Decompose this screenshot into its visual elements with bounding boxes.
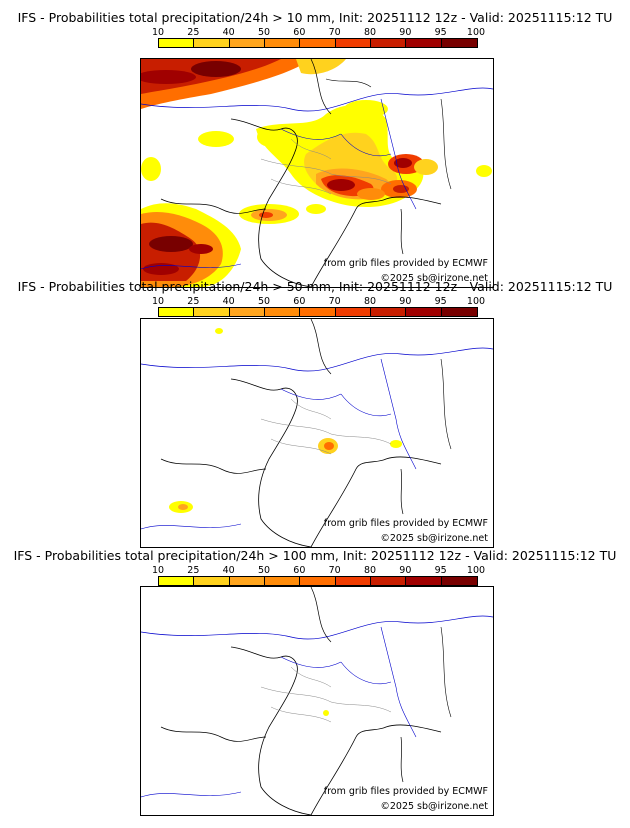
colorbar-tick-label: 60 bbox=[293, 296, 306, 307]
colorbar-swatch bbox=[300, 39, 336, 47]
colorbar-swatch bbox=[406, 577, 442, 585]
colorbar-swatch bbox=[264, 577, 301, 585]
panel-title: IFS - Probabilities total precipitation/… bbox=[13, 548, 617, 563]
colorbar-swatch bbox=[441, 577, 477, 585]
colorbar-tick-label: 10 bbox=[151, 27, 165, 38]
colorbar-tick-label: 80 bbox=[363, 565, 377, 576]
colorbar-swatch bbox=[370, 39, 407, 47]
colorbar-swatch bbox=[229, 308, 265, 316]
colorbar-tick-label: 70 bbox=[328, 27, 341, 38]
colorbar-tick-label: 50 bbox=[257, 565, 271, 576]
colorbar-tick-label: 95 bbox=[434, 296, 447, 307]
panel-title: IFS - Probabilities total precipitation/… bbox=[17, 10, 613, 25]
credit-source: from grib files provided by ECMWF bbox=[323, 258, 488, 269]
colorbar-tick-label: 40 bbox=[222, 296, 235, 307]
colorbar-tick-label: 25 bbox=[187, 296, 200, 307]
panel-100mm: IFS - Probabilities total precipitation/… bbox=[0, 548, 630, 820]
colorbar-tick-label: 10 bbox=[151, 296, 165, 307]
map-svg bbox=[141, 319, 493, 547]
colorbar-tick-label: 100 bbox=[466, 296, 486, 307]
precip-field bbox=[323, 710, 329, 716]
colorbar-tick-label: 100 bbox=[466, 565, 486, 576]
panel-10mm: IFS - Probabilities total precipitation/… bbox=[0, 10, 630, 288]
colorbar-swatch bbox=[370, 577, 407, 585]
credit-source: from grib files provided by ECMWF bbox=[323, 518, 488, 529]
colorbar-swatch bbox=[229, 39, 265, 47]
colorbar-swatch bbox=[229, 577, 265, 585]
colorbar-swatch bbox=[194, 39, 230, 47]
map-svg bbox=[141, 587, 493, 815]
colorbar-tick-label: 25 bbox=[187, 27, 200, 38]
colorbar-tick-label: 90 bbox=[399, 27, 412, 38]
map-50mm: from grib files provided by ECMWF ©2025 … bbox=[140, 318, 494, 548]
colorbar-swatch bbox=[406, 39, 442, 47]
precip-field bbox=[141, 59, 492, 287]
colorbar-swatch bbox=[370, 308, 407, 316]
colorbar-swatch bbox=[406, 308, 442, 316]
colorbar-tick-label: 100 bbox=[466, 27, 486, 38]
map-lines bbox=[141, 587, 493, 815]
colorbar: 10 25 40 50 60 70 80 90 95 100 bbox=[152, 565, 485, 590]
colorbar-tick-label: 70 bbox=[328, 296, 341, 307]
panel-title: IFS - Probabilities total precipitation/… bbox=[17, 279, 613, 294]
map-10mm: from grib files provided by ECMWF ©2025 … bbox=[140, 58, 494, 288]
colorbar-swatch bbox=[264, 308, 301, 316]
colorbar-swatch bbox=[335, 577, 371, 585]
colorbar-swatch bbox=[264, 39, 301, 47]
map-svg bbox=[141, 59, 493, 287]
colorbar-tick-label: 80 bbox=[363, 27, 377, 38]
colorbar-tick-label: 60 bbox=[293, 565, 306, 576]
colorbar-swatch bbox=[194, 577, 230, 585]
colorbar-swatch bbox=[300, 308, 336, 316]
map-lines bbox=[141, 59, 493, 287]
colorbar-swatch bbox=[194, 308, 230, 316]
map-lines bbox=[141, 319, 493, 547]
colorbar-swatch bbox=[159, 577, 195, 585]
colorbar-tick-label: 50 bbox=[257, 27, 271, 38]
colorbar: 10 25 40 50 60 70 80 90 95 100 bbox=[152, 296, 485, 321]
colorbar-swatch bbox=[300, 577, 336, 585]
colorbar-tick-label: 95 bbox=[434, 565, 447, 576]
colorbar-swatch bbox=[335, 308, 371, 316]
colorbar-tick-label: 10 bbox=[151, 565, 165, 576]
colorbar-boxes bbox=[158, 38, 478, 48]
colorbar-tick-label: 50 bbox=[257, 296, 271, 307]
colorbar-tick-label: 60 bbox=[293, 27, 306, 38]
colorbar-tick-label: 70 bbox=[328, 565, 341, 576]
credit-copyright: ©2025 sb@irizone.net bbox=[380, 801, 488, 812]
colorbar-tick-label: 80 bbox=[363, 296, 377, 307]
credit-copyright: ©2025 sb@irizone.net bbox=[380, 533, 488, 544]
map-100mm: from grib files provided by ECMWF ©2025 … bbox=[140, 586, 494, 816]
colorbar-tick-label: 95 bbox=[434, 27, 447, 38]
colorbar-swatch bbox=[335, 39, 371, 47]
colorbar-swatch bbox=[441, 308, 477, 316]
colorbar-tick-label: 90 bbox=[399, 565, 412, 576]
colorbar-swatch bbox=[159, 308, 195, 316]
colorbar-tick-label: 40 bbox=[222, 565, 235, 576]
colorbar-tick-label: 90 bbox=[399, 296, 412, 307]
colorbar-tick-label: 40 bbox=[222, 27, 235, 38]
colorbar-tick-label: 25 bbox=[187, 565, 200, 576]
colorbar: 10 25 40 50 60 70 80 90 95 100 bbox=[152, 27, 485, 52]
panel-50mm: IFS - Probabilities total precipitation/… bbox=[0, 279, 630, 551]
colorbar-swatch bbox=[159, 39, 195, 47]
colorbar-boxes bbox=[158, 307, 478, 317]
precip-field bbox=[169, 328, 402, 513]
credit-copyright: ©2025 sb@irizone.net bbox=[380, 273, 488, 284]
colorbar-swatch bbox=[441, 39, 477, 47]
colorbar-boxes bbox=[158, 576, 478, 586]
credit-source: from grib files provided by ECMWF bbox=[323, 786, 488, 797]
